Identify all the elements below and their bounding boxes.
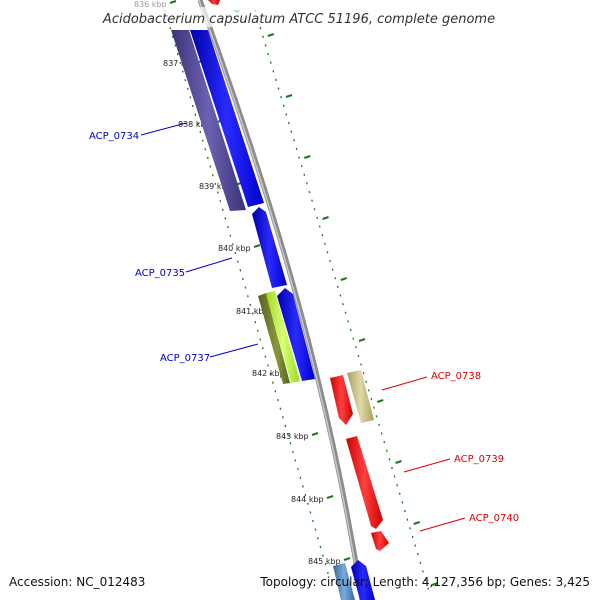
tick-mark (311, 432, 319, 436)
outer-tick-mark (431, 582, 439, 586)
tick-label: 841 kbp (236, 307, 269, 316)
gene-acp-0738-red[interactable] (330, 375, 353, 425)
leader-acp-0735 (185, 257, 233, 273)
leader-acp-0734 (140, 122, 187, 136)
tick-label: 837 kbp (163, 59, 196, 68)
label-acp-0735[interactable]: ACP_0735 (135, 268, 185, 279)
leader-acp-0737 (209, 343, 259, 358)
gene-acp-0734-blue[interactable] (190, 30, 264, 207)
tick-group: 836 kbp 837 kbp 838 kbp 839 kbp 840 kbp 841 k… (134, 0, 351, 566)
gene-acp-0736[interactable] (277, 288, 315, 381)
map-title: Acidobacterium capsulatum ATCC 51196, co… (102, 12, 495, 27)
tick-label: 840 kbp (218, 244, 251, 253)
leader-acp-0738 (381, 376, 428, 391)
accession-text: Accession: NC_012483 (9, 575, 145, 589)
tick-label: 839 kbp (199, 182, 232, 191)
gene-acp-0740[interactable] (371, 531, 389, 551)
gene-acp-0735[interactable] (252, 207, 287, 288)
outer-tick-mark (358, 338, 366, 342)
tick-label: 842 kbp (252, 369, 285, 378)
label-acp-0740[interactable]: ACP_0740 (469, 513, 519, 524)
outer-tick-mark (285, 94, 293, 98)
tick-label: 843 kbp (276, 432, 309, 441)
outer-tick-mark (303, 155, 311, 159)
outer-tick-mark (267, 33, 275, 37)
tick-label: 836 kbp (134, 0, 167, 9)
outer-tick-mark (322, 216, 329, 220)
tick-mark (169, 0, 177, 4)
outer-tick-mark (376, 399, 384, 403)
gene-acp-0738-tan[interactable] (347, 370, 374, 423)
gene-bottom-steel[interactable] (333, 563, 355, 600)
label-acp-0739[interactable]: ACP_0739 (454, 454, 504, 465)
backbone-ring (197, 0, 365, 600)
gene-acp-0739[interactable] (346, 436, 383, 529)
tick-mark (326, 495, 334, 499)
label-acp-0738[interactable]: ACP_0738 (431, 371, 481, 382)
label-acp-0737[interactable]: ACP_0737 (160, 353, 210, 364)
gene-acp-0734-navy[interactable] (171, 30, 246, 211)
label-acp-0734[interactable]: ACP_0734 (89, 131, 139, 142)
leader-acp-0740 (419, 517, 466, 532)
gene-acp-0737-olive[interactable] (258, 293, 290, 384)
tick-label: 845 kbp (308, 557, 341, 566)
outer-tick-mark (340, 277, 348, 281)
tick-mark (253, 244, 261, 248)
tick-label: 838 kbp (178, 120, 211, 129)
gene-acp-0737-lime[interactable] (266, 291, 300, 383)
genome-summary-text: Topology: circular; Length: 4,127,356 bp… (259, 575, 590, 589)
leader-acp-0739 (403, 458, 451, 473)
gene-bottom-blue[interactable] (351, 560, 375, 600)
outer-tick-mark (413, 521, 421, 525)
title-backdrop (86, 7, 510, 27)
outer-tick-mark (395, 460, 402, 464)
gene-top-red[interactable] (208, 0, 220, 5)
backbone-highlight (198, 0, 362, 600)
tick-label: 844 kbp (291, 495, 324, 504)
tick-mark (343, 557, 351, 561)
outer-tick-group (267, 33, 439, 586)
